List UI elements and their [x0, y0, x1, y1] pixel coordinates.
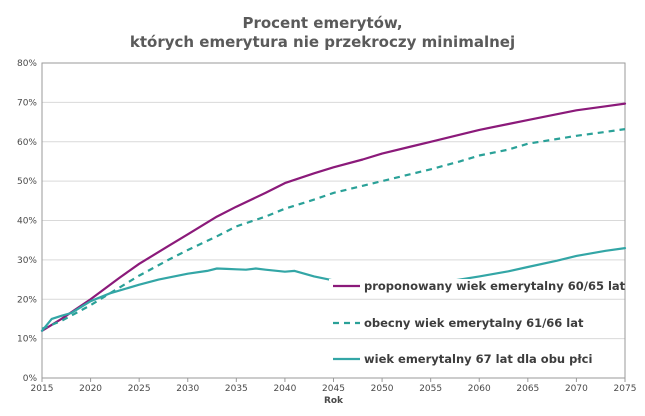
series-line-2 [41, 128, 626, 330]
x-tick-label: 2060 [468, 384, 491, 394]
y-tick-label: 20% [17, 295, 37, 305]
y-tick-label: 60% [17, 138, 37, 148]
x-tick-label: 2045 [322, 384, 345, 394]
y-tick-label: 70% [17, 98, 37, 108]
series-line-3 [40, 247, 627, 332]
legend-background [329, 279, 621, 295]
y-tick-label: 80% [17, 59, 37, 69]
legend-label-2: obecny wiek emerytalny 61/66 lat [364, 316, 584, 330]
y-tick-label: 30% [17, 256, 37, 266]
chart-title-line1: Procent emerytów, [242, 14, 403, 32]
y-tick-label: 40% [17, 217, 37, 227]
y-tick-label: 0% [23, 374, 38, 384]
x-tick-label: 2070 [565, 384, 588, 394]
chart-title: Procent emerytów, których emerytura nie … [0, 14, 645, 52]
series-line-1 [40, 102, 627, 332]
x-tick-label: 2040 [273, 384, 296, 394]
y-tick-label: 50% [17, 177, 37, 187]
legend-label-3: wiek emerytalny 67 lat dla obu płci [364, 352, 592, 366]
legend-background [329, 316, 621, 332]
legend-background [329, 352, 621, 368]
x-tick-label: 2065 [516, 384, 539, 394]
x-tick-label: 2035 [225, 384, 248, 394]
x-tick-label: 2055 [419, 384, 442, 394]
chart-title-line2: których emerytura nie przekroczy minimal… [129, 33, 516, 51]
x-tick-label: 2075 [614, 384, 637, 394]
x-tick-label: 2030 [176, 384, 199, 394]
x-tick-label: 2050 [371, 384, 394, 394]
x-axis-label: Rok [324, 396, 344, 406]
legend-label-1: proponowany wiek emerytalny 60/65 lat [364, 279, 626, 293]
y-tick-label: 10% [17, 335, 37, 345]
x-tick-label: 2015 [31, 384, 54, 394]
x-tick-label: 2020 [79, 384, 102, 394]
x-tick-label: 2025 [128, 384, 151, 394]
